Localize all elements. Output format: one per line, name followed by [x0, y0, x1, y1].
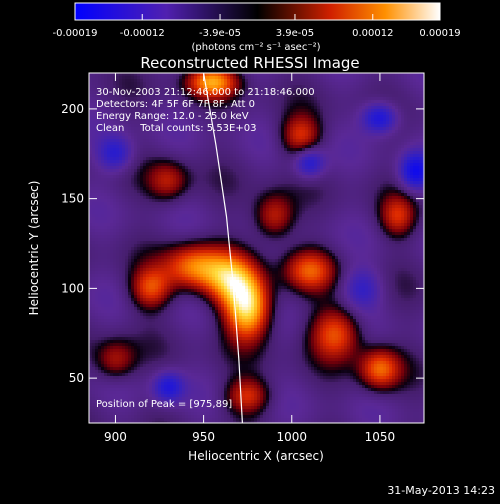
colorbar-tick-label: 0.00012 [352, 28, 393, 39]
colorbar-tick-label: 0.00019 [419, 28, 460, 39]
y-tick-label: 150 [61, 192, 84, 206]
footer-timestamp: 31-May-2013 14:23 [387, 484, 495, 497]
colorbar-tick-label: -0.00012 [120, 28, 165, 39]
colorbar-tick-label: 3.9e-05 [276, 28, 314, 39]
y-tick-label: 50 [69, 371, 84, 385]
peak-position-label: Position of Peak = [975,89] [96, 399, 232, 410]
x-axis-label: Heliocentric X (arcsec) [188, 449, 324, 463]
y-tick-label: 100 [61, 281, 84, 295]
x-tick-label: 1000 [276, 430, 307, 444]
y-axis-label: Heliocentric Y (arcsec) [27, 181, 41, 316]
x-tick-label: 950 [192, 430, 215, 444]
annotation-time: 30-Nov-2003 21:12:46.000 to 21:18:46.000 [96, 87, 315, 98]
annotation-energy: Energy Range: 12.0 - 25.0 keV [96, 111, 249, 122]
colorbar-tick-label: -0.00019 [53, 28, 98, 39]
x-tick-label: 900 [104, 430, 127, 444]
y-tick-label: 200 [61, 102, 84, 116]
colorbar-unit-label: (photons cm⁻² s⁻¹ asec⁻²) [191, 42, 320, 53]
annotation-clean: Clean Total counts: 5.53E+03 [96, 123, 256, 134]
colorbar [75, 3, 440, 20]
x-tick-label: 1050 [365, 430, 396, 444]
annotation-detectors: Detectors: 4F 5F 6F 7F 8F, Att 0 [96, 99, 255, 110]
colorbar-tick-label: -3.9e-05 [199, 28, 241, 39]
chart-title: Reconstructed RHESSI Image [140, 54, 359, 72]
